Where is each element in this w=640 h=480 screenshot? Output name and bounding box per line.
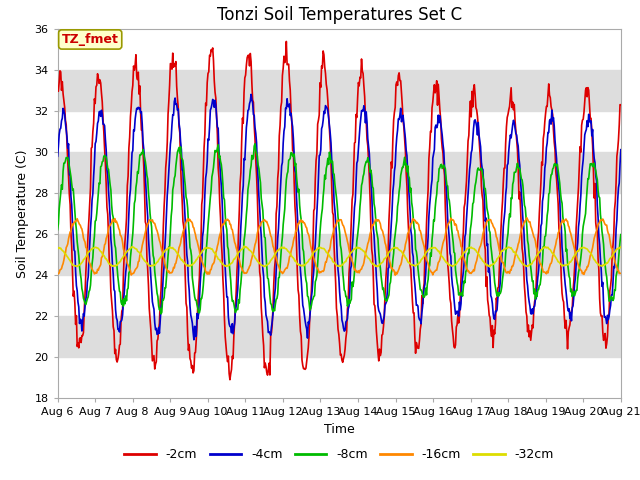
-16cm [179, 229, 187, 235]
-8cm [180, 166, 188, 171]
-32cm [54, 245, 61, 251]
-2cm [209, 45, 216, 51]
-2cm [410, 310, 417, 316]
-4cm [426, 202, 433, 208]
-16cm [408, 217, 416, 223]
-8cm [64, 155, 72, 160]
Line: -2cm: -2cm [58, 41, 621, 380]
-32cm [426, 246, 433, 252]
-16cm [523, 215, 531, 221]
-16cm [425, 264, 433, 269]
-16cm [617, 270, 625, 276]
Line: -4cm: -4cm [58, 95, 621, 340]
X-axis label: Time: Time [324, 423, 355, 436]
-4cm [410, 254, 417, 260]
-2cm [54, 88, 61, 94]
-32cm [240, 243, 248, 249]
-32cm [122, 250, 129, 256]
-2cm [282, 38, 290, 44]
-32cm [64, 254, 72, 260]
-8cm [54, 227, 61, 232]
-8cm [210, 165, 218, 170]
-4cm [54, 153, 61, 159]
Text: TZ_fmet: TZ_fmet [62, 33, 118, 46]
-16cm [392, 272, 399, 278]
-4cm [190, 337, 198, 343]
-8cm [617, 232, 625, 238]
-8cm [157, 311, 165, 317]
Line: -16cm: -16cm [58, 218, 621, 275]
-2cm [226, 377, 234, 383]
-8cm [410, 215, 417, 220]
-4cm [247, 92, 255, 97]
Line: -32cm: -32cm [58, 246, 621, 267]
-4cm [210, 98, 218, 104]
Y-axis label: Soil Temperature (C): Soil Temperature (C) [16, 149, 29, 278]
-2cm [426, 145, 433, 151]
-16cm [54, 271, 61, 277]
-2cm [179, 218, 187, 224]
-2cm [617, 102, 625, 108]
-32cm [179, 259, 187, 264]
-4cm [617, 147, 625, 153]
Title: Tonzi Soil Temperatures Set C: Tonzi Soil Temperatures Set C [216, 6, 462, 24]
-32cm [617, 244, 625, 250]
-16cm [122, 253, 129, 259]
Bar [58, 152, 621, 193]
-32cm [209, 247, 216, 253]
-32cm [260, 264, 268, 270]
-8cm [122, 293, 129, 299]
Bar [58, 234, 621, 275]
Bar [58, 70, 621, 111]
-2cm [64, 160, 72, 166]
Line: -8cm: -8cm [58, 144, 621, 314]
-4cm [64, 145, 72, 151]
-4cm [122, 269, 129, 275]
-4cm [179, 168, 187, 174]
-32cm [410, 262, 417, 268]
-2cm [122, 228, 129, 234]
-8cm [426, 262, 433, 268]
-16cm [209, 261, 216, 267]
-8cm [251, 141, 259, 147]
-16cm [64, 241, 72, 247]
Legend: -2cm, -4cm, -8cm, -16cm, -32cm: -2cm, -4cm, -8cm, -16cm, -32cm [120, 443, 559, 466]
Bar [58, 316, 621, 357]
